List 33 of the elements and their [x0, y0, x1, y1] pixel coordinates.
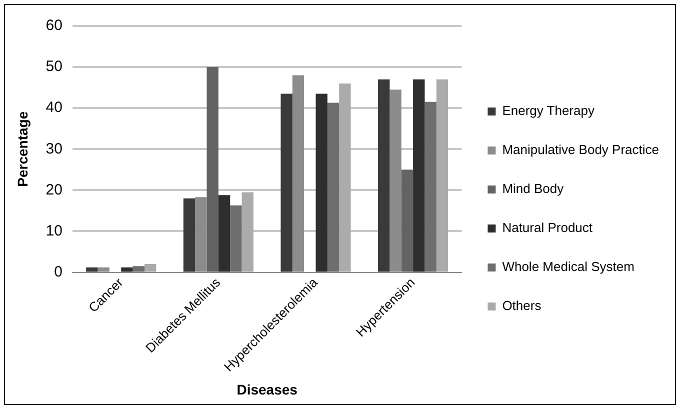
- x-axis-title: Diseases: [236, 381, 298, 398]
- y-tick-label: 20: [46, 181, 62, 198]
- bar: [183, 198, 196, 272]
- legend-label: Energy Therapy: [502, 103, 595, 118]
- legend-label: Others: [502, 298, 542, 314]
- bar: [206, 67, 218, 272]
- legend-label: Manipulative Body Practice: [502, 142, 660, 158]
- bar: [316, 94, 328, 272]
- bar: [132, 266, 144, 272]
- bar: [378, 79, 390, 272]
- y-tick-label: 40: [46, 99, 62, 116]
- bar: [339, 83, 351, 272]
- legend-label: Natural Product: [502, 220, 593, 236]
- legend-label: Whole Medical System: [502, 259, 634, 274]
- bar: [424, 102, 436, 272]
- bar: [327, 102, 340, 272]
- bar: [121, 267, 133, 272]
- bar: [413, 79, 425, 272]
- y-axis-title: Percentage: [14, 111, 30, 187]
- y-tick-label: 0: [54, 263, 62, 280]
- bar: [230, 205, 242, 272]
- y-tick-label: 30: [46, 140, 62, 158]
- y-tick-label: 50: [46, 58, 62, 76]
- bar: [218, 195, 230, 272]
- y-tick-label: 10: [46, 222, 62, 240]
- bar: [280, 94, 292, 272]
- bar: [436, 79, 448, 272]
- legend-label: Mind Body: [502, 181, 564, 196]
- bar: [86, 267, 98, 272]
- y-tick-label: 60: [46, 17, 62, 34]
- bar: [242, 192, 254, 272]
- bar: [401, 170, 414, 272]
- bar: [144, 264, 156, 272]
